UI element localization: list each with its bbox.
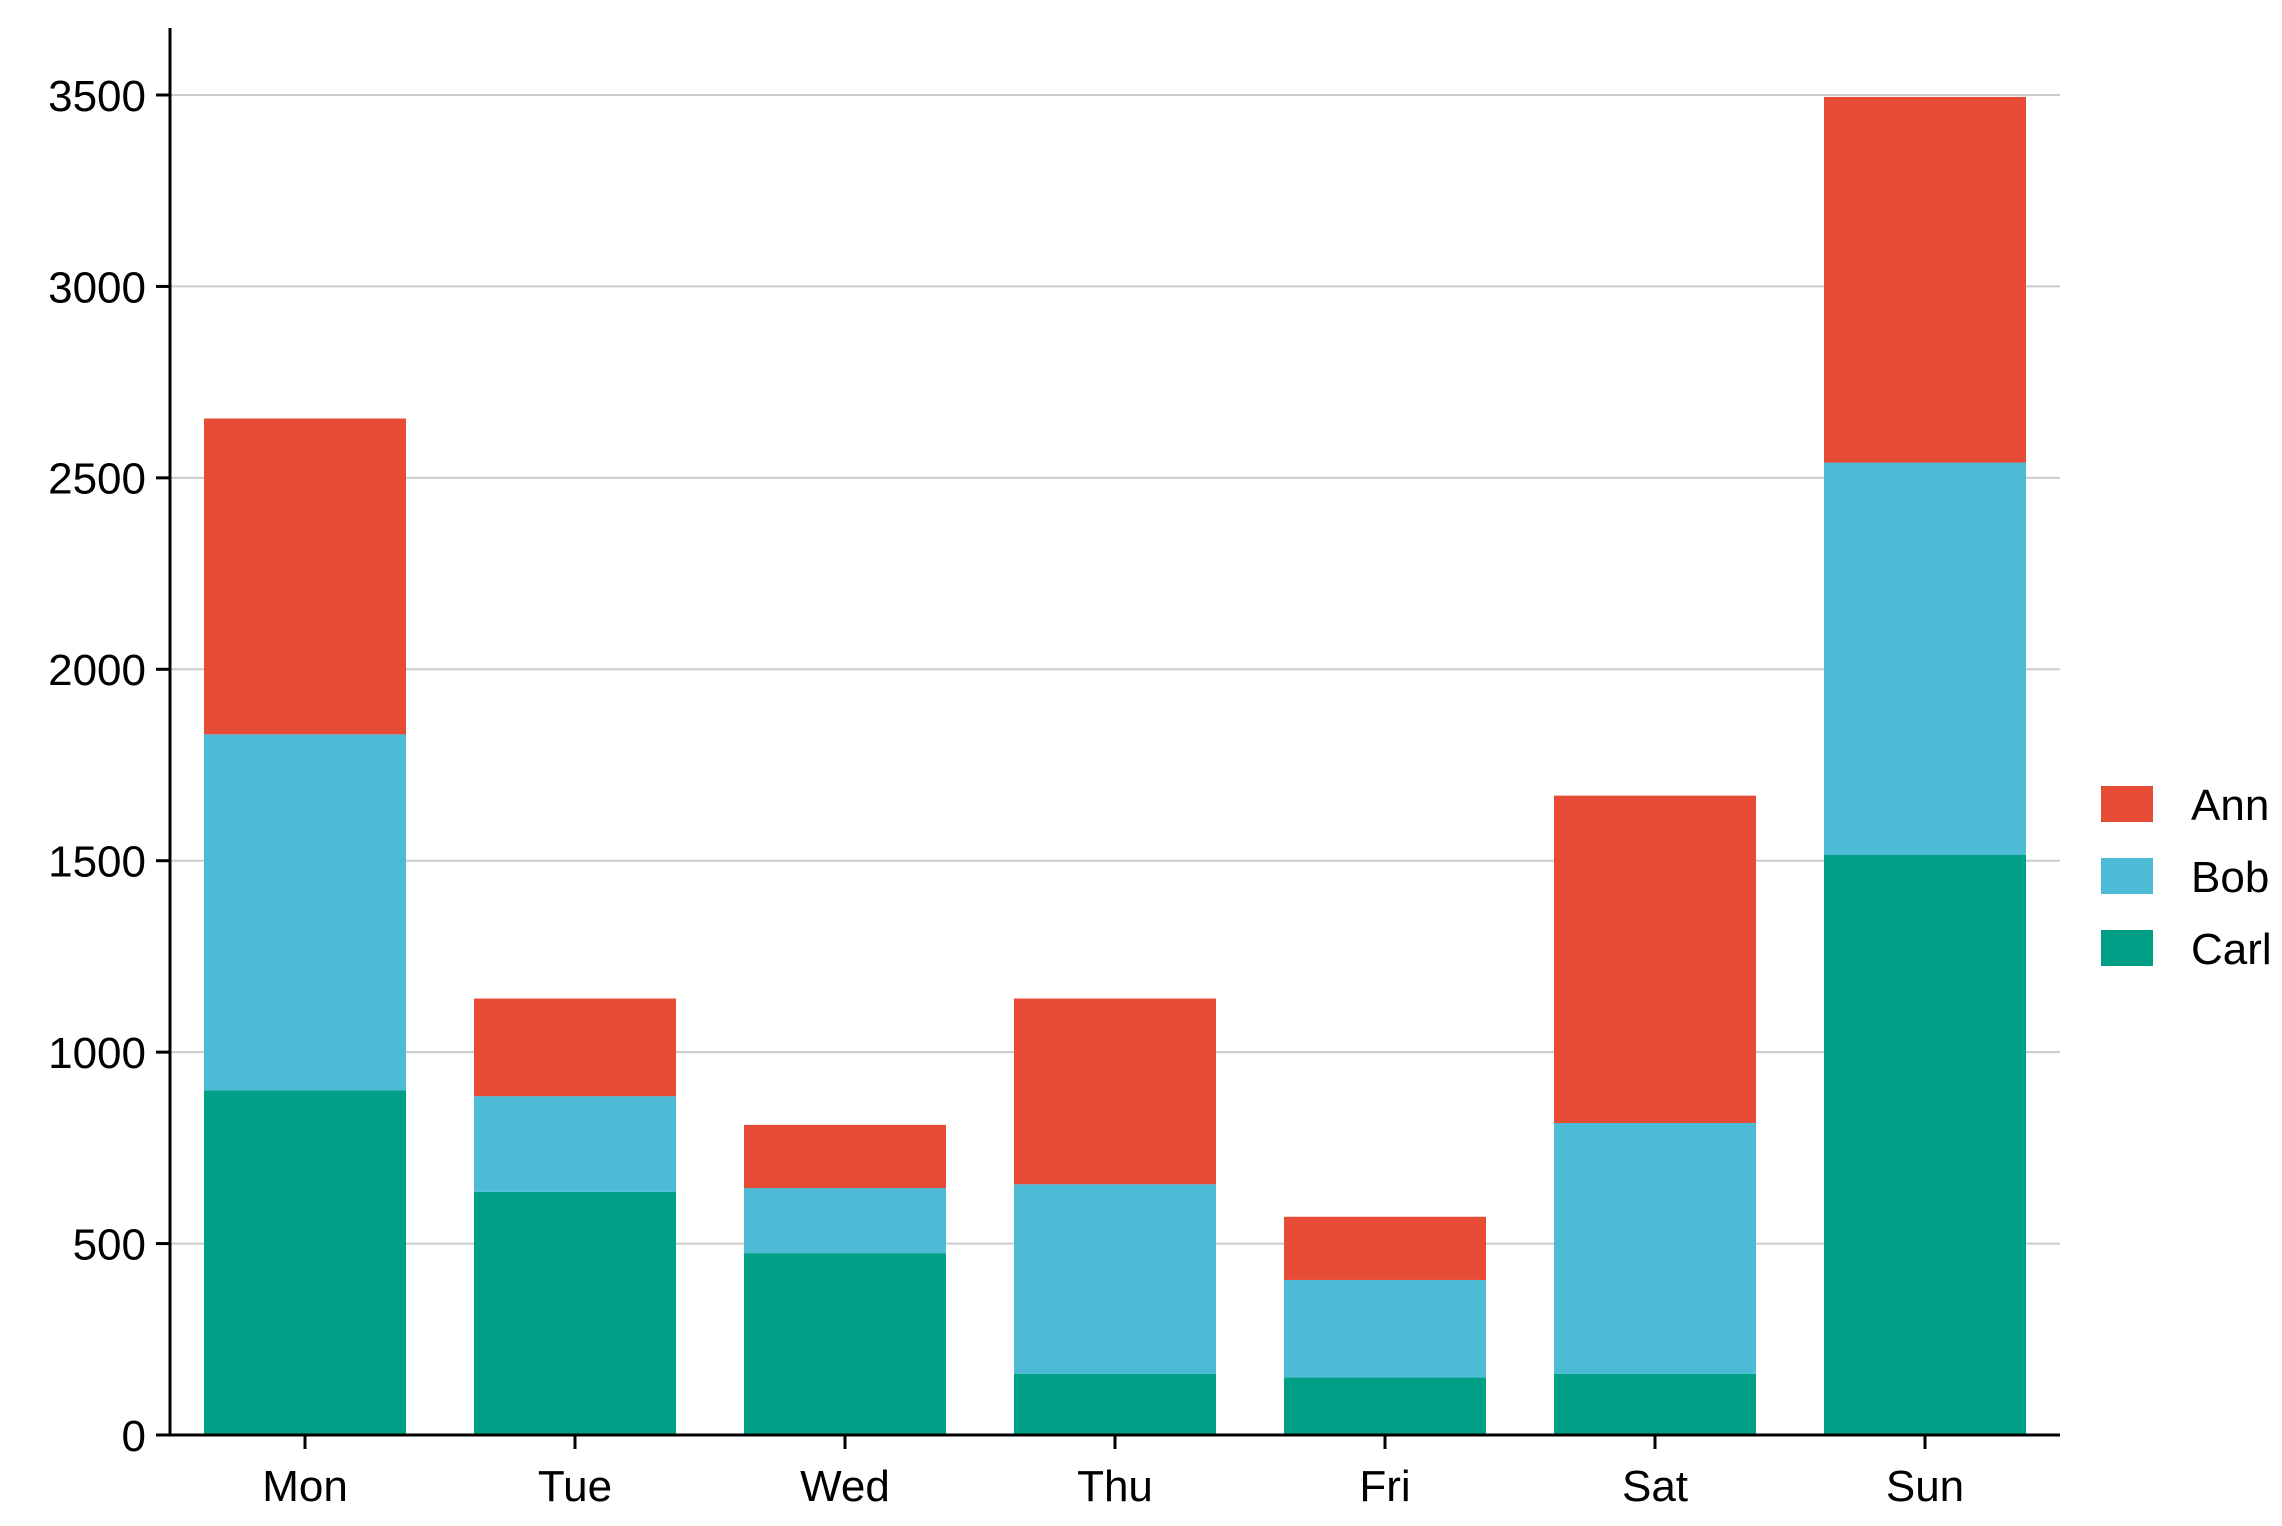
bar-bob-tue bbox=[474, 1096, 676, 1192]
bar-bob-fri bbox=[1284, 1279, 1486, 1378]
bar-carl-tue bbox=[474, 1191, 676, 1435]
y-tick-label: 3000 bbox=[48, 263, 146, 312]
bar-ann-wed bbox=[744, 1124, 946, 1189]
bar-carl-sat bbox=[1554, 1373, 1756, 1435]
legend-label-carl: Carl bbox=[2191, 925, 2272, 974]
bar-ann-thu bbox=[1014, 998, 1216, 1185]
x-tick-label: Sun bbox=[1886, 1462, 1964, 1511]
x-tick-label: Sat bbox=[1622, 1462, 1688, 1511]
x-tick-label: Tue bbox=[538, 1462, 612, 1511]
bar-carl-wed bbox=[744, 1253, 946, 1435]
x-tick-label: Wed bbox=[800, 1462, 890, 1511]
legend-label-bob: Bob bbox=[2191, 853, 2269, 902]
y-tick-label: 2000 bbox=[48, 646, 146, 695]
y-tick-label: 3500 bbox=[48, 72, 146, 121]
y-tick-label: 2500 bbox=[48, 455, 146, 504]
bar-bob-mon bbox=[204, 734, 406, 1091]
bar-carl-mon bbox=[204, 1090, 406, 1435]
x-tick-label: Thu bbox=[1077, 1462, 1153, 1511]
legend-swatch-carl bbox=[2101, 930, 2153, 966]
bars bbox=[204, 96, 2026, 1435]
legend-label-ann: Ann bbox=[2191, 781, 2269, 830]
bar-ann-mon bbox=[204, 418, 406, 735]
x-tick-label: Fri bbox=[1359, 1462, 1410, 1511]
bar-ann-fri bbox=[1284, 1216, 1486, 1280]
y-tick-label: 500 bbox=[73, 1220, 146, 1269]
y-tick-label: 0 bbox=[122, 1412, 146, 1461]
y-tick-label: 1000 bbox=[48, 1029, 146, 1078]
bar-ann-tue bbox=[474, 998, 676, 1097]
bar-ann-sun bbox=[1824, 96, 2026, 463]
bar-carl-sun bbox=[1824, 854, 2026, 1435]
bar-bob-thu bbox=[1014, 1184, 1216, 1374]
bar-bob-wed bbox=[744, 1188, 946, 1254]
bar-ann-sat bbox=[1554, 795, 1756, 1123]
y-axis-ticks: 0 500 1000 1500 2000 2500 3000 3500 bbox=[48, 72, 170, 1461]
x-tick-label: Mon bbox=[262, 1462, 348, 1511]
bar-carl-thu bbox=[1014, 1373, 1216, 1435]
bar-carl-fri bbox=[1284, 1377, 1486, 1435]
x-axis-ticks: Mon Tue Wed Thu Fri Sat Sun bbox=[262, 1435, 1964, 1511]
legend-swatch-ann bbox=[2101, 786, 2153, 822]
legend-swatch-bob bbox=[2101, 858, 2153, 894]
y-tick-label: 1500 bbox=[48, 838, 146, 887]
bar-bob-sun bbox=[1824, 462, 2026, 855]
legend: Ann Bob Carl bbox=[2101, 781, 2272, 974]
bar-bob-sat bbox=[1554, 1122, 1756, 1374]
